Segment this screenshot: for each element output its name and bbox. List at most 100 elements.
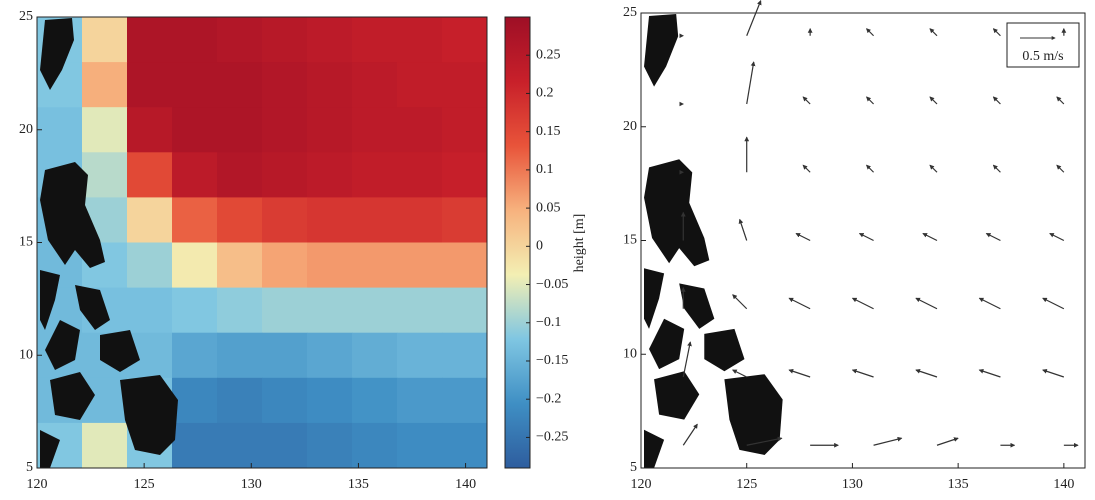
land xyxy=(644,14,783,468)
heat-cell xyxy=(217,62,263,108)
y-tick-label: 20 xyxy=(623,119,637,134)
heat-cell xyxy=(397,152,443,198)
vector xyxy=(866,164,874,173)
y-tick-label: 10 xyxy=(623,346,637,361)
heat-cell xyxy=(217,152,263,198)
vector xyxy=(873,436,903,446)
heat-cell xyxy=(262,287,308,334)
heat-cell xyxy=(127,197,173,243)
y-tick-label: 10 xyxy=(19,347,33,362)
heat-cell xyxy=(172,62,218,108)
heat-cell xyxy=(397,62,443,108)
vector xyxy=(1056,96,1065,105)
heat-cell xyxy=(217,287,263,334)
heat-cell xyxy=(352,107,398,153)
heat-cell xyxy=(307,197,353,243)
vector xyxy=(915,297,938,310)
vector xyxy=(788,368,811,378)
colorbar-tick-label: −0.05 xyxy=(536,277,568,292)
x-tick-label: 120 xyxy=(27,477,48,492)
y-tick-label: 25 xyxy=(623,5,637,20)
heat-cell xyxy=(397,197,443,243)
heat-cell xyxy=(262,422,308,468)
heat-cell xyxy=(352,242,398,289)
heat-cell xyxy=(82,422,128,468)
x-tick-label: 140 xyxy=(455,477,476,492)
heat-cell xyxy=(172,332,218,379)
heat-cell xyxy=(262,152,308,198)
heat-cell xyxy=(307,107,353,153)
colorbar-tick-label: −0.15 xyxy=(536,353,568,368)
y-tick-label: 25 xyxy=(19,9,33,24)
heat-cell xyxy=(352,422,398,468)
heat-cell xyxy=(397,242,443,289)
heat-cell xyxy=(442,17,487,63)
y-tick-label: 15 xyxy=(623,233,637,248)
vector xyxy=(992,164,1001,173)
heat-cell xyxy=(397,287,443,334)
heat-cell xyxy=(172,17,218,63)
heat-cell xyxy=(442,332,487,379)
vector xyxy=(1049,232,1065,242)
vector xyxy=(746,0,762,36)
heat-cell xyxy=(442,242,487,289)
colorbar-tick-label: 0.2 xyxy=(536,86,554,101)
x-tick-label: 140 xyxy=(1053,477,1074,492)
heat-cell xyxy=(262,197,308,243)
heat-cell xyxy=(217,377,263,424)
heat-cell xyxy=(127,152,173,198)
vector xyxy=(866,28,874,37)
heat-cell xyxy=(397,17,443,63)
heat-cell xyxy=(262,17,308,63)
y-tick-label: 15 xyxy=(19,235,33,250)
vector xyxy=(1056,164,1065,173)
heat-cell xyxy=(352,287,398,334)
heat-cell xyxy=(82,107,128,153)
heat-cell xyxy=(172,422,218,468)
vector xyxy=(978,297,1001,310)
vector xyxy=(1042,297,1065,310)
vector xyxy=(858,232,874,242)
heat-cell xyxy=(127,17,173,63)
heat-cell xyxy=(217,422,263,468)
heat-cell xyxy=(397,332,443,379)
y-tick-label: 5 xyxy=(26,460,33,475)
x-tick-label: 135 xyxy=(948,477,969,492)
heat-cell xyxy=(307,332,353,379)
vector xyxy=(732,294,748,310)
heat-cell xyxy=(172,242,218,289)
colorbar xyxy=(504,16,531,469)
vector xyxy=(788,297,811,310)
colorbar-tick-label: 0.25 xyxy=(536,47,561,62)
heat-cell xyxy=(217,242,263,289)
vector xyxy=(992,96,1001,105)
vector xyxy=(1042,368,1065,378)
colorbar-tick-label: 0.15 xyxy=(536,124,561,139)
heat-cell xyxy=(172,287,218,334)
heat-cell xyxy=(442,152,487,198)
colorbar-tick-label: 0.05 xyxy=(536,200,561,215)
heat-cell xyxy=(397,422,443,468)
heat-cell xyxy=(352,17,398,63)
heat-cell xyxy=(442,377,487,424)
colorbar-tick-label: 0 xyxy=(536,239,543,254)
heat-cell xyxy=(262,62,308,108)
vector xyxy=(851,368,874,378)
colorbar-tick-label: −0.25 xyxy=(536,430,568,445)
vector xyxy=(731,369,747,378)
heat-cell xyxy=(307,242,353,289)
heat-cell xyxy=(307,17,353,63)
heat-cell xyxy=(217,332,263,379)
vector xyxy=(978,368,1001,378)
heat-cell xyxy=(262,377,308,424)
heat-cell xyxy=(442,197,487,243)
heat-cell xyxy=(262,242,308,289)
vector xyxy=(746,61,756,105)
heat-cell xyxy=(352,62,398,108)
colorbar-label: height [m] xyxy=(572,214,587,273)
x-tick-label: 130 xyxy=(842,477,863,492)
vector xyxy=(929,164,938,173)
vector xyxy=(851,297,874,310)
heat-cell xyxy=(352,152,398,198)
vector xyxy=(802,96,811,105)
